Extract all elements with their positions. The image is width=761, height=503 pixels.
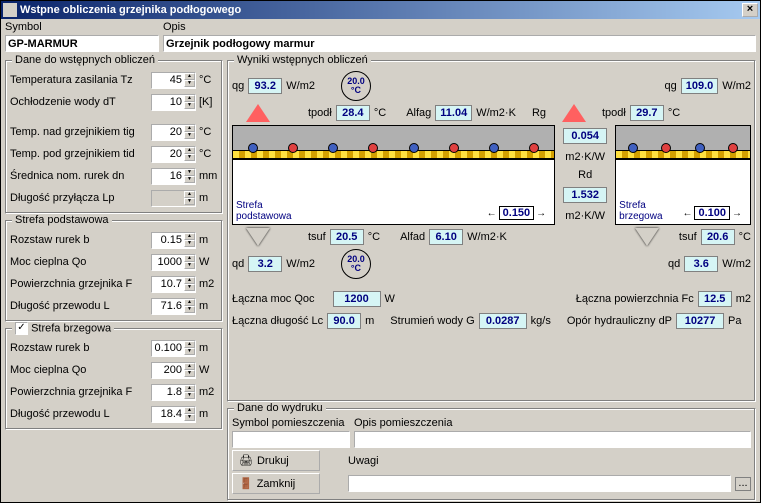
results-legend: Wyniki wstępnych obliczeń <box>234 54 371 66</box>
inputs-legend: Dane do wstępnych obliczeń <box>12 54 158 66</box>
app-icon <box>3 3 17 17</box>
room-symbol-input[interactable] <box>232 431 350 448</box>
room-desc-input[interactable] <box>354 431 751 448</box>
tpodl1-value: 28.4 <box>336 105 370 121</box>
sp-f-spinner[interactable]: ▲▼ <box>151 276 196 293</box>
dt-spinner[interactable]: ▲▼ <box>151 94 196 111</box>
printer-icon: 🖨 <box>239 454 253 467</box>
opis-input[interactable] <box>163 35 756 52</box>
strefa-p-group: Strefa podstawowa Rozstaw rurek b▲▼m Moc… <box>5 220 223 322</box>
temp-circle-dn: 20.0°C <box>341 249 371 279</box>
strefa-b-checkbox[interactable]: ✓ <box>15 322 28 335</box>
uwagi-input[interactable] <box>348 475 731 492</box>
symbol-input[interactable] <box>5 35 159 52</box>
arrow-dn-2 <box>635 228 659 246</box>
tpodl2-value: 29.7 <box>630 105 664 121</box>
print-button[interactable]: 🖨Drukuj <box>232 450 320 471</box>
sb-qo-spinner[interactable]: ▲▼ <box>151 362 196 379</box>
qg2-value: 109.0 <box>681 78 719 94</box>
qg1-value: 93.2 <box>248 78 282 94</box>
lp-label: Długość przyłącza Lp <box>10 192 151 204</box>
sp-b-spinner[interactable]: ▲▼ <box>151 232 196 249</box>
tz-spinner[interactable]: ▲▼ <box>151 72 196 89</box>
qd2-value: 3.6 <box>684 256 718 272</box>
sb-l-spinner[interactable]: ▲▼ <box>151 406 196 423</box>
tid-label: Temp. pod grzejnikiem tid <box>10 148 151 160</box>
arrow-dn-1 <box>246 228 270 246</box>
titlebar: Wstpne obliczenia grzejnika podłogowego … <box>1 1 760 19</box>
sp-l-spinner[interactable]: ▲▼ <box>151 298 196 315</box>
browse-button[interactable]: ... <box>735 477 751 491</box>
close-button[interactable]: × <box>742 3 758 17</box>
print-legend: Dane do wydruku <box>234 402 326 414</box>
rg-value: 0.054 <box>563 128 607 144</box>
rd-value: 1.532 <box>563 187 607 203</box>
tid-spinner[interactable]: ▲▼ <box>151 146 196 163</box>
symbol-label: Symbol <box>5 21 42 33</box>
dp-value: 10277 <box>676 313 724 329</box>
arrow-up-red-2 <box>562 104 586 122</box>
lp-spinner[interactable]: ▲▼ <box>151 190 196 207</box>
strefa-b-legend: ✓ Strefa brzegowa <box>12 322 114 335</box>
floor-diagram: Strefa podstawowa ←0.150→ 0.054 m2·K/W R… <box>232 125 751 225</box>
strefa-p-legend: Strefa podstawowa <box>12 214 112 226</box>
close-dialog-button[interactable]: 🚪Zamknij <box>232 473 320 494</box>
inputs-group: Dane do wstępnych obliczeń Temperatura z… <box>5 60 223 214</box>
dt-label: Ochłodzenie wody dT <box>10 96 151 108</box>
tsuf1-value: 20.5 <box>330 229 364 245</box>
temp-circle-up: 20.0°C <box>341 71 371 101</box>
tsuf2-value: 20.6 <box>701 229 735 245</box>
qd1-value: 3.2 <box>248 256 282 272</box>
alfad-value: 6.10 <box>429 229 463 245</box>
tig-spinner[interactable]: ▲▼ <box>151 124 196 141</box>
dn-label: Średnica nom. rurek dn <box>10 170 151 182</box>
lc-value: 90.0 <box>327 313 361 329</box>
print-group: Dane do wydruku Symbol pomieszczenia Opi… <box>227 408 756 501</box>
sb-b-spinner[interactable]: ▲▼ <box>151 340 196 357</box>
sb-f-spinner[interactable]: ▲▼ <box>151 384 196 401</box>
sp-qo-spinner[interactable]: ▲▼ <box>151 254 196 271</box>
strefa-b-group: ✓ Strefa brzegowa Rozstaw rurek b▲▼m Moc… <box>5 328 223 430</box>
main-window: Wstpne obliczenia grzejnika podłogowego … <box>0 0 761 503</box>
qoc-value: 1200 <box>333 291 381 307</box>
fc-value: 12.5 <box>698 291 732 307</box>
tz-label: Temperatura zasilania Tz <box>10 74 151 86</box>
arrow-up-red-1 <box>246 104 270 122</box>
g-value: 0.0287 <box>479 313 527 329</box>
door-icon: 🚪 <box>239 477 253 490</box>
tig-label: Temp. nad grzejnikiem tig <box>10 126 151 138</box>
results-group: Wyniki wstępnych obliczeń qg 93.2 W/m2 2… <box>227 60 756 402</box>
window-title: Wstpne obliczenia grzejnika podłogowego <box>20 4 742 16</box>
dn-spinner[interactable]: ▼▼ <box>151 168 196 185</box>
alfag-value: 11.04 <box>435 105 472 121</box>
opis-label: Opis <box>163 21 186 33</box>
